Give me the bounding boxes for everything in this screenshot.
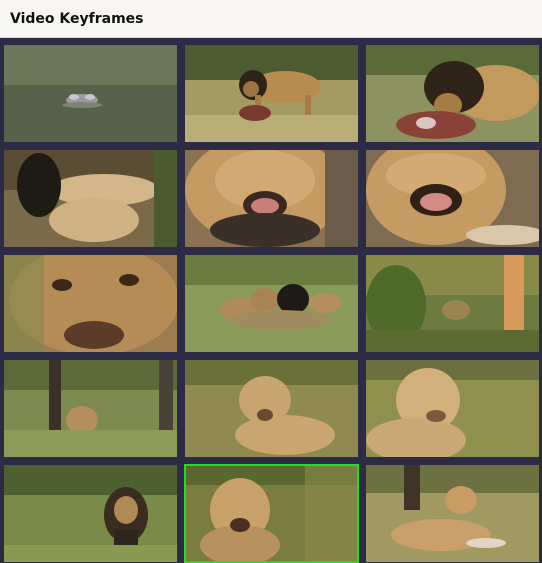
- keyframe-thumbnail-2[interactable]: [185, 45, 358, 142]
- lion-feeding-image: [185, 45, 358, 142]
- keyframe-thumbnail-7[interactable]: [4, 255, 177, 352]
- lion-sitting-trees-image: [4, 360, 177, 457]
- lion-mouth-open-image: [366, 150, 539, 247]
- keyframe-thumbnail-9[interactable]: [366, 255, 539, 352]
- panel-header: Video Keyframes: [0, 0, 542, 38]
- keyframe-thumbnail-12[interactable]: [366, 360, 539, 457]
- lion-face-roar-image: [185, 150, 358, 247]
- keyframe-thumbnail-8[interactable]: [185, 255, 358, 352]
- keyframe-thumbnail-6[interactable]: [366, 150, 539, 247]
- lioness-closeup-image: [366, 360, 539, 457]
- keyframe-thumbnail-1[interactable]: [4, 45, 177, 142]
- keyframe-thumbnail-15[interactable]: [366, 465, 539, 562]
- keyframe-thumbnail-11[interactable]: [185, 360, 358, 457]
- lion-eye-closeup-image: [4, 255, 177, 352]
- lion-feeding-closeup-image: [366, 45, 539, 142]
- lion-pride-resting-image: [185, 255, 358, 352]
- lion-tail-leaves-image: [4, 150, 177, 247]
- keyframe-grid: [0, 38, 542, 563]
- keyframe-thumbnail-10[interactable]: [4, 360, 177, 457]
- lioness-grass-image: [185, 360, 358, 457]
- lion-standing-grass-image: [4, 465, 177, 562]
- keyframe-thumbnail-5[interactable]: [185, 150, 358, 247]
- keyframe-thumbnail-14[interactable]: [184, 464, 359, 563]
- hippo-in-water-image: [4, 45, 177, 142]
- keyframe-thumbnail-3[interactable]: [366, 45, 539, 142]
- panel-title: Video Keyframes: [10, 11, 144, 27]
- keyframe-thumbnail-4[interactable]: [4, 150, 177, 247]
- lion-in-bushes-image: [366, 255, 539, 352]
- keyframe-thumbnail-13[interactable]: [4, 465, 177, 562]
- lioness-lying-image: [366, 465, 539, 562]
- lioness-facing-camera-image: [185, 465, 358, 562]
